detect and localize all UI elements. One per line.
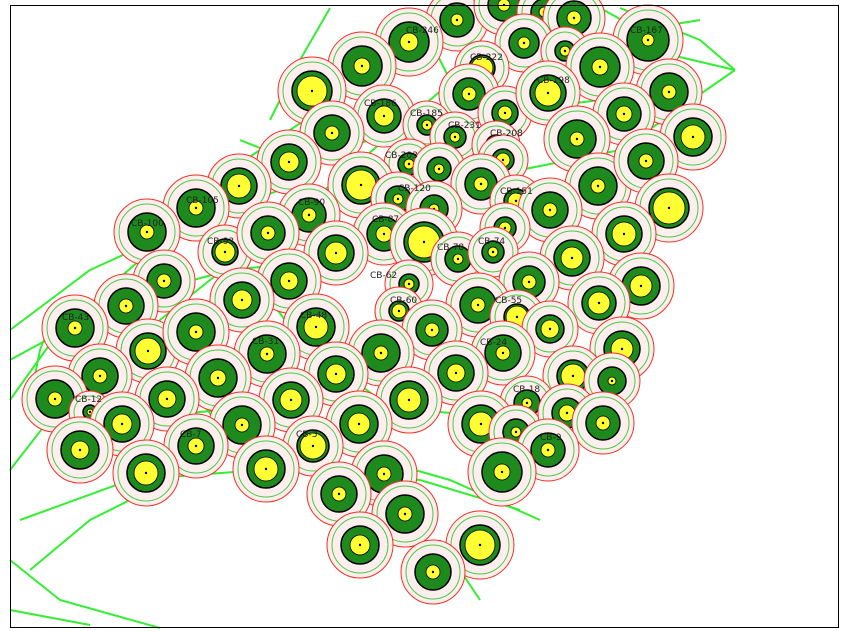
site-marker[interactable] [306,461,372,527]
site-labels: CB-167 CB-246 CB-222 CB-198 CB-186 CB-185 CB-2… [62,26,663,443]
site-label: CB-87 [372,215,399,225]
network-line [9,609,91,626]
site-label: CB-48 [300,311,327,321]
site-marker[interactable] [41,294,109,362]
site-label: CB-167 [630,26,663,36]
site-label: CB-90 [298,198,325,208]
site-marker[interactable] [571,391,635,455]
site-marker[interactable] [236,201,300,265]
site-marker[interactable] [612,4,684,76]
site-label: CB-3 [296,430,317,440]
site-label: CB-74 [478,237,505,247]
site-label: CB-100 [131,219,164,229]
site-label: CB-208 [490,129,523,139]
site-label: CB-55 [495,296,522,306]
site-marker[interactable] [258,367,324,433]
site-label: CB-18 [513,385,540,395]
site-label: CB-231 [448,121,481,131]
site-label: CB-222 [470,53,503,63]
site-marker[interactable] [113,198,181,266]
site-label: CB-120 [398,184,431,194]
site-marker[interactable] [232,435,300,503]
site-marker[interactable] [375,366,443,434]
site-marker[interactable] [132,249,196,313]
site-marker[interactable] [591,201,657,267]
site-label: CB-43 [62,313,89,323]
site-label: CB-186 [364,99,397,109]
site-marker[interactable] [303,220,369,286]
site-label: CB-185 [410,109,443,119]
network-line [9,559,161,629]
site-label: CB-9 [540,433,562,443]
site-marker[interactable] [352,84,416,148]
site-label: CB-31 [252,337,279,347]
site-label: CB-198 [537,76,570,86]
site-marker[interactable] [163,413,229,479]
site-marker[interactable] [494,13,554,73]
site-label: CB-12 [75,395,102,405]
site-label: CB-105 [186,196,219,206]
site-label: CB-7 [180,430,201,440]
site-marker[interactable] [112,439,180,507]
site-label: CB-93 [207,237,234,247]
site-label: CB-151 [500,187,533,197]
site-label: CB-78 [437,243,464,253]
site-marker[interactable] [256,129,322,195]
site-label: CB-246 [406,26,439,36]
site-marker[interactable] [400,539,466,605]
site-markers [21,0,727,605]
site-marker[interactable] [46,416,114,484]
site-label: CB-203 [385,151,418,161]
site-marker[interactable] [326,511,394,579]
site-marker[interactable] [299,100,365,166]
site-label: CB-62 [370,271,397,281]
site-label: CB-60 [390,296,417,306]
site-marker[interactable] [467,437,537,507]
site-label: CB-24 [480,338,507,348]
